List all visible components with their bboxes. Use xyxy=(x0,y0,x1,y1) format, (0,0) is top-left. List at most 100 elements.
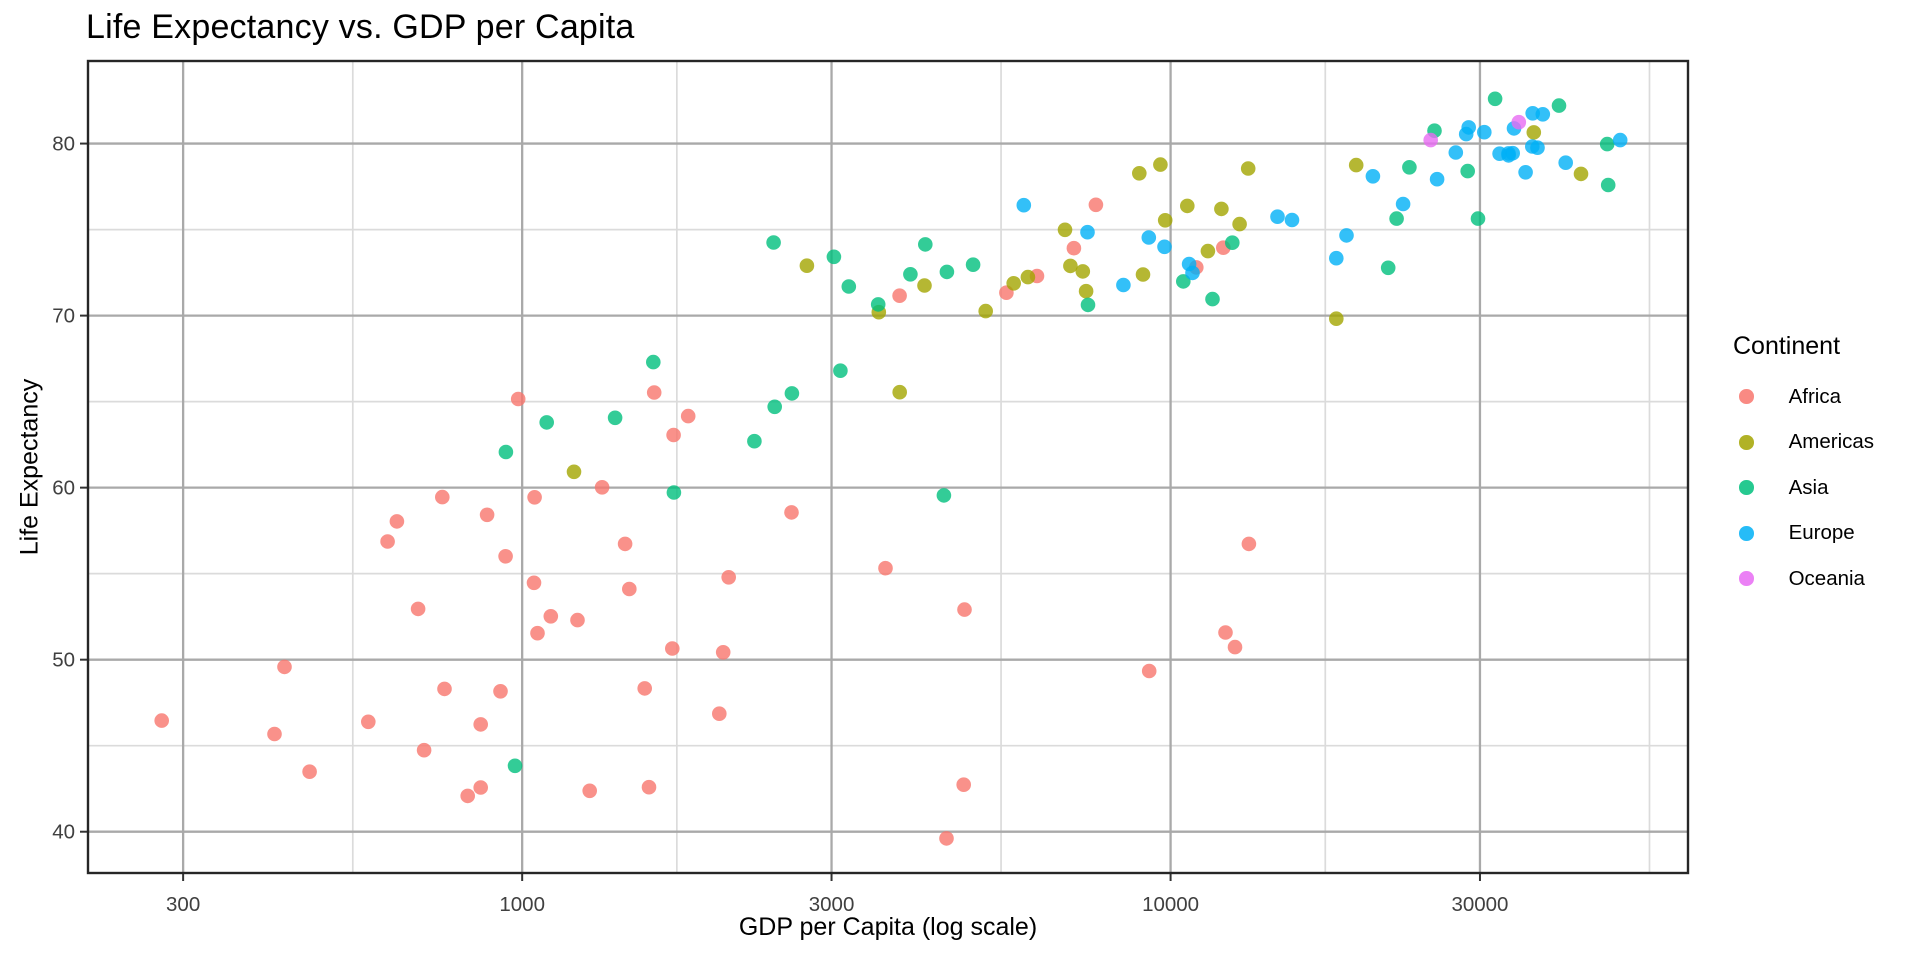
data-point xyxy=(841,279,857,294)
legend-key-dot xyxy=(1739,389,1754,405)
data-point xyxy=(666,485,682,500)
data-point xyxy=(939,264,955,280)
x-axis-title: GDP per Capita (log scale) xyxy=(738,913,1038,941)
data-point xyxy=(1573,166,1589,182)
data-point xyxy=(607,410,623,426)
data-point xyxy=(1132,166,1147,181)
data-point xyxy=(460,788,476,804)
data-point xyxy=(1075,264,1091,279)
data-point xyxy=(641,779,657,795)
data-point xyxy=(939,831,954,846)
legend-item-label: Asia xyxy=(1788,475,1829,499)
data-point xyxy=(1141,230,1157,245)
data-point xyxy=(978,303,993,319)
data-point xyxy=(1365,169,1381,184)
legend-item-label: Oceania xyxy=(1788,566,1865,590)
data-point xyxy=(892,288,907,304)
data-point xyxy=(646,385,662,400)
data-point xyxy=(1180,198,1195,214)
data-point xyxy=(1501,146,1516,161)
data-point xyxy=(1240,161,1256,176)
data-point xyxy=(1558,155,1573,170)
data-point xyxy=(878,560,893,576)
data-point xyxy=(870,297,886,312)
data-point xyxy=(1380,260,1396,276)
series-africa xyxy=(154,197,1257,846)
data-point xyxy=(1241,536,1257,552)
data-point xyxy=(1080,224,1095,240)
data-point xyxy=(680,408,696,424)
legend-key-dot xyxy=(1739,525,1754,541)
data-point xyxy=(892,384,907,400)
data-point xyxy=(277,659,292,675)
data-point xyxy=(1423,132,1438,148)
data-point xyxy=(479,507,495,523)
data-point xyxy=(1395,196,1411,212)
data-point xyxy=(1329,311,1344,327)
data-point xyxy=(1214,201,1229,217)
panel-border xyxy=(86,59,1690,875)
legend: Continent Africa Americas Asia Europe Oceani… xyxy=(1731,332,1874,602)
major-gridlines xyxy=(88,61,1688,873)
data-point xyxy=(1088,197,1104,213)
data-point xyxy=(957,602,972,617)
data-point xyxy=(784,386,800,401)
x-tick-label: 3000 xyxy=(809,893,855,916)
data-point xyxy=(1477,124,1492,140)
data-point xyxy=(530,625,545,641)
data-point xyxy=(1429,171,1445,187)
data-point xyxy=(956,777,971,792)
data-point xyxy=(1063,258,1078,274)
legend-item-europe: Europe xyxy=(1731,511,1874,557)
data-point xyxy=(1460,163,1475,179)
data-point xyxy=(1153,157,1168,172)
data-point xyxy=(1402,160,1417,175)
data-point xyxy=(1535,107,1551,122)
data-point xyxy=(1176,274,1191,289)
y-tick-label: 50 xyxy=(52,649,75,672)
series-europe xyxy=(1016,106,1628,293)
x-axis-tick-labels: 300 1000 3000 10000 30000 xyxy=(166,893,1508,916)
data-point xyxy=(410,601,426,617)
data-point xyxy=(435,489,450,505)
data-point xyxy=(1487,91,1503,107)
data-point xyxy=(1227,639,1243,655)
y-tick-label: 40 xyxy=(52,821,75,844)
data-point xyxy=(936,488,952,503)
minor-gridlines xyxy=(88,61,1688,873)
data-point xyxy=(617,536,633,552)
data-point xyxy=(1526,125,1542,140)
data-point xyxy=(1141,663,1157,679)
series-americas xyxy=(566,125,1589,480)
legend-title: Continent xyxy=(1733,332,1841,360)
legend-items: Africa Americas Asia Europe Oceania xyxy=(1731,374,1874,602)
data-point xyxy=(666,427,681,443)
legend-item-asia: Asia xyxy=(1731,465,1874,511)
data-point xyxy=(917,278,932,293)
legend-key-dot xyxy=(1739,571,1754,587)
data-point xyxy=(1006,276,1021,291)
legend-item-africa: Africa xyxy=(1731,374,1874,420)
data-point xyxy=(594,480,610,495)
legend-key-dot xyxy=(1739,480,1754,496)
data-point xyxy=(1329,250,1344,266)
y-tick-label: 60 xyxy=(52,477,75,500)
series-asia xyxy=(498,91,1616,774)
data-point xyxy=(637,681,652,696)
x-tick-label: 30000 xyxy=(1451,893,1508,916)
data-point xyxy=(1448,145,1464,160)
legend-item-americas: Americas xyxy=(1731,420,1874,466)
data-point xyxy=(833,363,848,379)
scatter-points xyxy=(154,91,1628,846)
data-point xyxy=(267,726,282,742)
data-point xyxy=(539,415,554,430)
data-point xyxy=(1078,283,1094,299)
data-point xyxy=(1470,211,1486,226)
legend-item-label: Americas xyxy=(1788,430,1875,454)
data-point xyxy=(389,514,405,529)
data-point xyxy=(380,534,395,549)
data-point xyxy=(1511,114,1527,130)
data-point xyxy=(566,464,582,480)
data-point xyxy=(712,706,727,721)
